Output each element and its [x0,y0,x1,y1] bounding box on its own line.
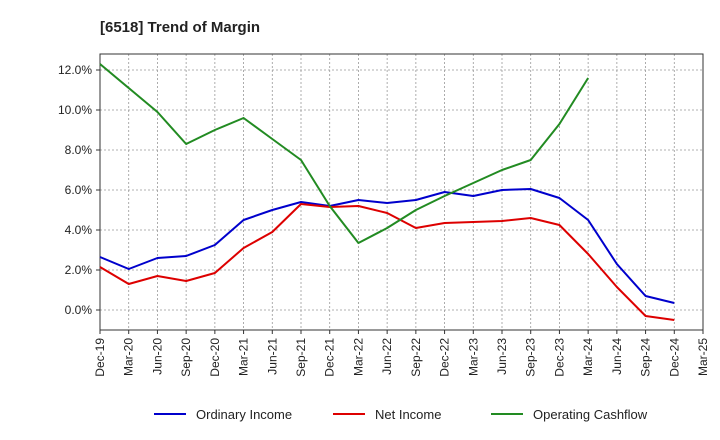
legend-label-0: Ordinary Income [196,407,292,422]
y-axis-ticks: 0.0% 2.0% 4.0% 6.0% 8.0% 10.0% 12.0% [58,63,100,317]
x-tick-label: Mar-21 [237,338,251,376]
x-tick-label: Sep-22 [409,338,423,377]
x-tick-label: Mar-24 [581,338,595,376]
x-tick-label: Jun-24 [610,338,624,375]
y-tick-label: 0.0% [65,303,93,317]
y-tick-label: 10.0% [58,103,92,117]
x-tick-label: Dec-20 [208,338,222,377]
legend-label-1: Net Income [375,407,441,422]
y-tick-label: 2.0% [65,263,93,277]
x-tick-label: Mar-22 [351,338,365,376]
x-tick-label: Jun-22 [380,338,394,375]
series-lines [99,63,675,321]
x-tick-label: Mar-23 [466,338,480,376]
x-tick-label: Mar-20 [122,338,136,376]
x-tick-label: Mar-25 [696,338,710,376]
y-tick-label: 12.0% [58,63,92,77]
x-tick-label: Sep-21 [294,338,308,377]
x-tick-label: Jun-23 [495,338,509,375]
x-tick-label: Sep-20 [179,338,193,377]
legend-label-2: Operating Cashflow [533,407,648,422]
series-line-0 [99,188,675,304]
x-axis-ticks: Dec-19 Mar-20 Jun-20 Sep-20 Dec-20 Mar-21 Jun-… [93,330,710,377]
chart-title: [6518] Trend of Margin [100,19,260,36]
x-tick-label: Dec-22 [438,338,452,377]
x-tick-label: Dec-23 [552,338,566,377]
x-tick-label: Sep-23 [524,338,538,377]
x-tick-label: Jun-20 [150,338,164,375]
y-tick-label: 4.0% [65,223,93,237]
x-tick-label: Dec-24 [667,338,681,377]
legend: Ordinary Income Net Income Operating Cashf… [154,407,648,422]
x-tick-label: Dec-21 [323,338,337,377]
x-tick-label: Dec-19 [93,338,107,377]
plot-frame [99,53,704,331]
series-line-2 [99,63,589,244]
y-tick-label: 8.0% [65,143,93,157]
grid [100,54,703,330]
series-line-1 [99,203,675,321]
x-tick-label: Sep-24 [639,338,653,377]
y-tick-label: 6.0% [65,183,93,197]
x-tick-label: Jun-21 [265,338,279,375]
